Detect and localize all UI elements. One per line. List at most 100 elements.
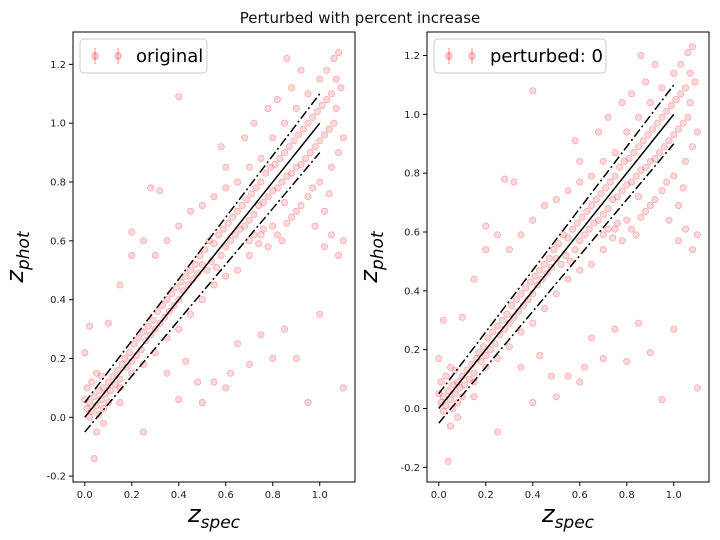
data-point xyxy=(540,260,548,268)
reference-line-identity xyxy=(84,122,321,418)
y-tick-label: 1.2 xyxy=(404,51,420,62)
data-point xyxy=(88,378,96,386)
data-point xyxy=(332,105,340,113)
data-point xyxy=(323,96,331,104)
data-point xyxy=(454,413,462,421)
data-point xyxy=(227,369,235,377)
y-tick-label: 1.2 xyxy=(50,60,66,71)
data-point xyxy=(83,404,91,412)
data-point xyxy=(187,266,195,274)
data-point xyxy=(618,237,626,245)
data-point xyxy=(644,131,652,139)
data-point xyxy=(623,216,631,224)
data-point xyxy=(627,90,635,98)
data-point xyxy=(613,193,621,201)
data-point xyxy=(637,166,645,174)
y-tick-label: 0.4 xyxy=(50,295,66,306)
data-point xyxy=(684,49,692,57)
data-point xyxy=(505,343,513,351)
x-tick-label: 0.6 xyxy=(572,490,588,501)
data-point xyxy=(592,196,600,204)
data-point xyxy=(686,69,694,77)
data-point xyxy=(339,237,347,245)
data-point xyxy=(475,349,483,357)
data-point xyxy=(552,290,560,298)
data-point xyxy=(288,169,296,177)
data-point xyxy=(205,237,213,245)
data-point xyxy=(522,284,530,292)
x-tick-label: 0.0 xyxy=(77,490,93,501)
data-point xyxy=(606,178,614,186)
data-point xyxy=(234,207,242,215)
data-point xyxy=(125,349,133,357)
reference-line-identity xyxy=(438,113,675,409)
y-tick-label: 0.8 xyxy=(50,178,66,189)
data-point xyxy=(285,143,293,151)
legend-label: perturbed: 0 xyxy=(490,46,603,67)
data-point xyxy=(681,225,689,233)
data-point xyxy=(222,384,230,392)
data-point xyxy=(309,184,317,192)
data-point xyxy=(203,266,211,274)
data-point xyxy=(306,149,314,157)
data-point xyxy=(83,384,91,392)
data-point xyxy=(458,313,466,321)
data-point xyxy=(512,296,520,304)
data-point xyxy=(693,128,701,136)
data-point xyxy=(646,349,654,357)
data-point xyxy=(482,246,490,254)
data-point xyxy=(283,219,291,227)
x-axis-label-main: z xyxy=(541,500,556,528)
data-point xyxy=(264,105,272,113)
data-point xyxy=(313,107,321,115)
data-point xyxy=(295,131,303,139)
data-point xyxy=(458,393,466,401)
data-point xyxy=(665,216,673,224)
data-point xyxy=(529,319,537,327)
data-point xyxy=(163,369,171,377)
data-point xyxy=(623,128,631,136)
data-point xyxy=(545,255,553,263)
y-tick-label: 0.2 xyxy=(404,345,420,356)
data-point xyxy=(269,222,277,230)
data-point xyxy=(651,196,659,204)
data-point xyxy=(118,360,126,368)
data-point xyxy=(517,328,525,336)
data-point xyxy=(590,219,598,227)
data-point xyxy=(435,354,443,362)
data-point xyxy=(95,387,103,395)
data-point xyxy=(602,184,610,192)
data-point xyxy=(479,343,487,351)
data-point xyxy=(517,290,525,298)
data-point xyxy=(217,252,225,260)
data-point xyxy=(564,275,572,283)
data-point xyxy=(320,243,328,251)
data-point xyxy=(234,266,242,274)
data-point xyxy=(632,172,640,180)
data-point xyxy=(128,252,136,260)
data-point xyxy=(679,119,687,127)
data-point xyxy=(526,278,534,286)
data-point xyxy=(684,113,692,121)
data-point xyxy=(264,193,272,201)
y-tick-label: 1.0 xyxy=(50,119,66,130)
data-point xyxy=(273,231,281,239)
data-point xyxy=(444,457,452,465)
data-point xyxy=(257,178,265,186)
data-point xyxy=(100,419,108,427)
data-point xyxy=(611,225,619,233)
x-tick-label: 0.8 xyxy=(619,490,635,501)
data-point xyxy=(187,207,195,215)
data-point xyxy=(536,266,544,274)
data-point xyxy=(493,428,501,436)
data-point xyxy=(465,375,473,383)
data-point xyxy=(677,60,685,68)
data-point xyxy=(292,105,300,113)
data-point xyxy=(540,202,548,210)
data-point xyxy=(576,178,584,186)
data-point xyxy=(637,51,645,59)
data-point xyxy=(639,137,647,145)
data-point xyxy=(198,399,206,407)
data-point xyxy=(637,213,645,221)
